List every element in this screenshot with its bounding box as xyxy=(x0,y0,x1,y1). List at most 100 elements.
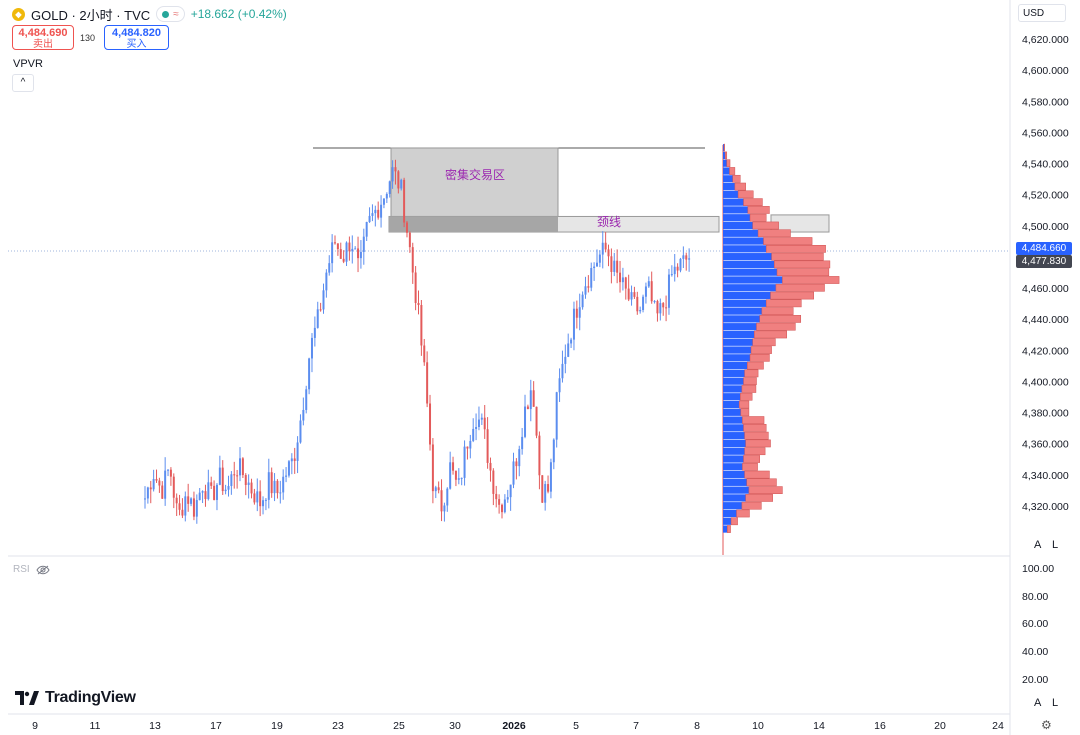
candle-body xyxy=(144,498,146,500)
candle-body xyxy=(253,493,256,503)
candle-body xyxy=(653,301,656,303)
candle-body xyxy=(595,262,598,267)
candle-body xyxy=(515,461,518,467)
market-status-pill[interactable]: ≈ xyxy=(156,6,185,22)
candle-body xyxy=(558,378,561,393)
candle-body xyxy=(547,484,550,492)
market-open-icon xyxy=(162,10,170,18)
candle-body xyxy=(454,470,457,480)
collapse-legend-button[interactable]: ^ xyxy=(12,74,34,92)
candle-body xyxy=(244,475,247,485)
candle-body xyxy=(621,277,624,283)
candle-body xyxy=(351,248,354,252)
candle-body xyxy=(512,461,515,485)
candle-body xyxy=(382,198,385,205)
candle-body xyxy=(682,255,685,259)
spread-value: 130 xyxy=(80,33,96,43)
time-tick-label: 11 xyxy=(90,720,101,732)
time-tick-label: 25 xyxy=(393,720,405,732)
settings-gear-icon[interactable]: ⚙ xyxy=(1041,718,1052,732)
candle-body xyxy=(354,248,357,250)
vp-buy-bar xyxy=(723,198,744,206)
price-tick-label: 4,560.000 xyxy=(1022,127,1069,139)
candle-body xyxy=(290,458,293,462)
candle-body xyxy=(670,274,673,276)
candle-body xyxy=(460,477,463,479)
vp-sell-bar xyxy=(741,385,757,393)
vp-sell-bar xyxy=(730,517,738,526)
vp-buy-bar xyxy=(723,276,783,284)
vp-buy-bar xyxy=(723,470,745,479)
vp-buy-bar xyxy=(723,408,741,416)
vp-sell-bar xyxy=(761,307,794,315)
price-tick-label: 4,340.000 xyxy=(1022,470,1069,482)
rsi-label-group[interactable]: RSI xyxy=(13,564,50,575)
eye-off-icon[interactable] xyxy=(36,565,50,575)
vp-sell-bar xyxy=(745,439,771,448)
log-scale-button[interactable]: L xyxy=(1052,539,1059,551)
vp-sell-bar xyxy=(745,494,773,502)
candle-body xyxy=(440,490,443,512)
candle-body xyxy=(273,480,276,494)
currency-button[interactable]: USD xyxy=(1018,4,1066,22)
candle-body xyxy=(639,309,642,312)
candle-body xyxy=(601,242,604,255)
vp-buy-bar xyxy=(723,299,767,307)
rsi-log-scale-button[interactable]: L xyxy=(1052,697,1059,709)
vp-buy-bar xyxy=(723,144,725,152)
buy-button[interactable]: 4,484.820 买入 xyxy=(104,25,169,50)
candle-body xyxy=(564,356,567,364)
candle-body xyxy=(411,247,414,273)
rsi-tick-label: 80.00 xyxy=(1022,591,1048,603)
candle-body xyxy=(647,281,650,287)
candle-body xyxy=(616,260,619,273)
candle-body xyxy=(285,475,288,477)
candle-body xyxy=(503,499,506,513)
candle-body xyxy=(371,213,374,216)
candle-body xyxy=(146,487,149,499)
vp-buy-bar xyxy=(723,284,776,292)
vp-sell-bar xyxy=(775,283,825,292)
vp-buy-bar xyxy=(723,237,764,245)
candle-body xyxy=(385,193,388,199)
tradingview-logo: TradingView xyxy=(15,689,136,707)
candle-body xyxy=(667,274,670,308)
candle-body xyxy=(480,417,483,420)
symbol-legend[interactable]: ◆ GOLD · 2小时 · TVC ≈ +18.662 (+0.42%) xyxy=(12,5,287,23)
candle-body xyxy=(483,417,486,430)
sell-button[interactable]: 4,484.690 卖出 xyxy=(12,25,74,50)
vp-buy-bar xyxy=(723,478,747,486)
vp-buy-bar xyxy=(723,221,753,230)
candle-body xyxy=(359,251,362,259)
rsi-auto-scale-button[interactable]: A xyxy=(1034,697,1042,709)
price-tick-label: 4,460.000 xyxy=(1022,283,1069,295)
vp-sell-bar xyxy=(724,151,728,160)
vp-buy-bar xyxy=(723,260,775,269)
candle-body xyxy=(685,255,688,260)
volume-profile-layer xyxy=(722,143,840,555)
vp-sell-bar xyxy=(776,268,830,277)
candle-body xyxy=(331,242,334,264)
candle-body xyxy=(405,222,408,233)
vp-sell-bar xyxy=(743,198,763,206)
candle-body xyxy=(224,489,227,492)
time-tick-label: 20 xyxy=(934,720,946,732)
symbol-title[interactable]: GOLD · 2小时 · TVC xyxy=(31,7,151,23)
candle-body xyxy=(446,488,449,506)
candle-body xyxy=(259,491,262,507)
vp-sell-bar xyxy=(756,322,796,331)
candle-body xyxy=(334,242,337,244)
candle-body xyxy=(348,242,351,252)
candle-body xyxy=(279,492,282,494)
auto-scale-button[interactable]: A xyxy=(1034,539,1042,551)
candle-body xyxy=(452,462,455,471)
indicator-label[interactable]: VPVR xyxy=(13,58,43,70)
vp-buy-bar xyxy=(723,323,757,331)
candle-body xyxy=(429,403,432,445)
candle-body xyxy=(227,486,230,490)
price-tick-label: 4,400.000 xyxy=(1022,376,1069,388)
candle-body xyxy=(397,171,400,189)
rsi-tick-label: 100.00 xyxy=(1022,563,1054,575)
candle-body xyxy=(377,209,380,218)
